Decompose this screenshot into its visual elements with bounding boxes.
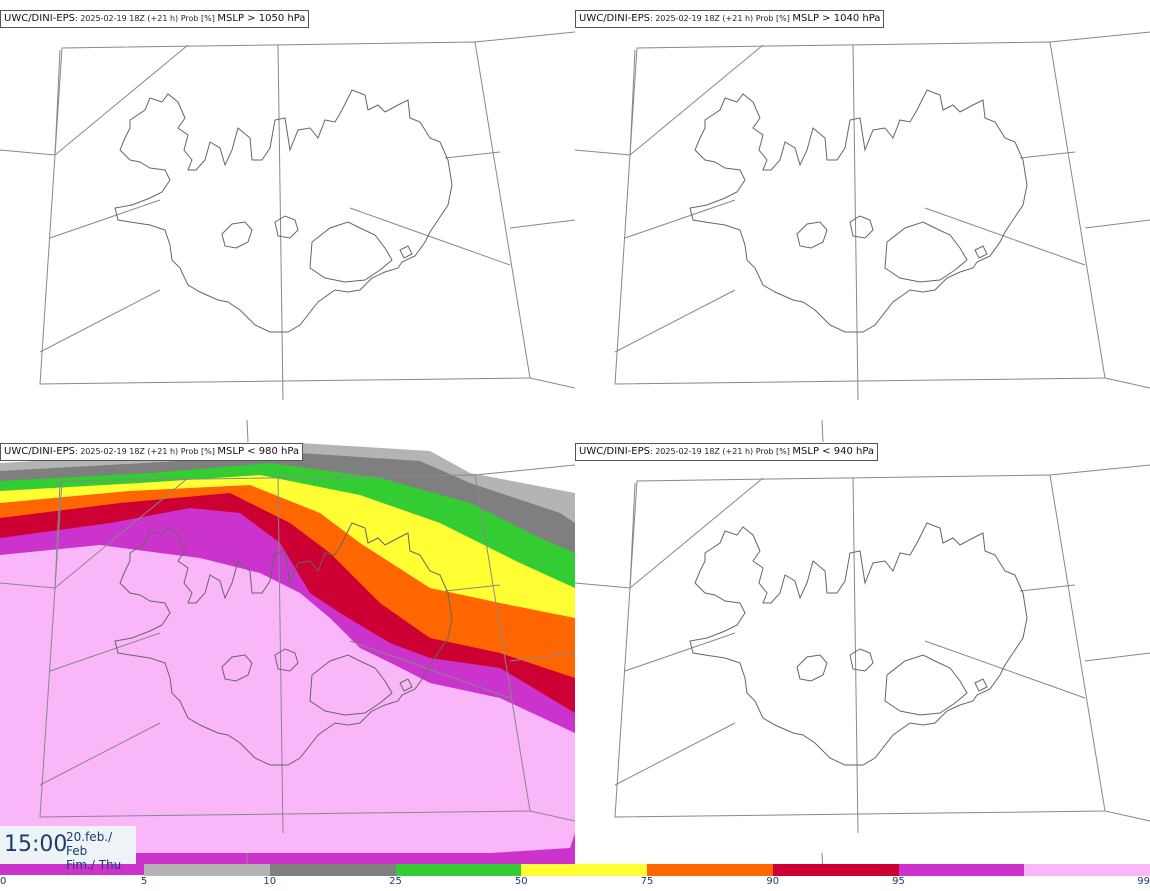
valid-date: 20.feb./ Feb Fim./ Thu	[66, 830, 136, 872]
colorbar-tick-label: 75	[640, 876, 654, 887]
colorbar-segment	[521, 864, 647, 876]
colorbar-tick-label: 25	[389, 876, 402, 887]
map-canvas	[0, 31, 575, 442]
panel-title: UWC/DINI-EPS: 2025-02-19 18Z (+21 h) Pro…	[0, 10, 310, 28]
run-info: : 2025-02-19 18Z (+21 h) Prob [%]	[74, 447, 218, 456]
run-info: : 2025-02-19 18Z (+21 h) Prob [%]	[649, 14, 793, 23]
threshold-label: MSLP > 1040 hPa	[792, 13, 881, 24]
valid-time: 15:00	[4, 832, 68, 857]
model-name: UWC/DINI-EPS	[4, 13, 75, 24]
valid-time-box: 15:00 20.feb./ Feb Fim./ Thu	[0, 826, 136, 872]
prob-99-area	[0, 545, 575, 853]
colorbar-ticks: 0 5 10 25 50 75 90 95 99	[0, 876, 1150, 890]
model-name: UWC/DINI-EPS	[579, 446, 650, 457]
colorbar-tick-label: 90	[766, 876, 780, 887]
threshold-label: MSLP < 940 hPa	[792, 446, 875, 457]
colorbar-segment	[395, 864, 522, 876]
colorbar-tick-label: 0	[0, 876, 7, 887]
map-canvas	[575, 464, 1150, 875]
colorbar-tick-label: 95	[892, 876, 905, 887]
map-panel-mslp-lt-980: UWC/DINI-EPS: 2025-02-19 18Z (+21 h) Pro…	[0, 443, 575, 875]
threshold-label: MSLP < 980 hPa	[217, 446, 300, 457]
model-name: UWC/DINI-EPS	[579, 13, 650, 24]
colorbar-tick-label: 99	[1137, 876, 1150, 887]
run-info: : 2025-02-19 18Z (+21 h) Prob [%]	[649, 447, 793, 456]
model-name: UWC/DINI-EPS	[4, 446, 75, 457]
map-panel-mslp-gt-1050: UWC/DINI-EPS: 2025-02-19 18Z (+21 h) Pro…	[0, 10, 575, 442]
colorbar-tick-label: 50	[514, 876, 528, 887]
date-line-1: 20.feb./ Feb	[66, 830, 113, 858]
colorbar-segment	[1024, 864, 1150, 876]
colorbar-segment	[898, 864, 1025, 876]
panel-title: UWC/DINI-EPS: 2025-02-19 18Z (+21 h) Pro…	[575, 443, 879, 461]
colorbar-segment	[269, 864, 396, 876]
colorbar-segment	[144, 864, 270, 876]
map-canvas	[575, 31, 1150, 442]
date-line-2: Fim./ Thu	[66, 858, 122, 872]
colorbar-tick-label: 10	[263, 876, 277, 887]
panel-title: UWC/DINI-EPS: 2025-02-19 18Z (+21 h) Pro…	[0, 443, 304, 461]
map-panel-mslp-gt-1040: UWC/DINI-EPS: 2025-02-19 18Z (+21 h) Pro…	[575, 10, 1150, 442]
run-info: : 2025-02-19 18Z (+21 h) Prob [%]	[74, 14, 218, 23]
colorbar-tick-label: 5	[140, 876, 148, 887]
map-panel-mslp-lt-940: UWC/DINI-EPS: 2025-02-19 18Z (+21 h) Pro…	[575, 443, 1150, 875]
threshold-label: MSLP > 1050 hPa	[217, 13, 306, 24]
map-canvas	[0, 443, 575, 875]
panel-title: UWC/DINI-EPS: 2025-02-19 18Z (+21 h) Pro…	[575, 10, 885, 28]
probability-colorbar	[144, 864, 1150, 876]
colorbar-segment	[772, 864, 899, 876]
colorbar-segment	[647, 864, 773, 876]
